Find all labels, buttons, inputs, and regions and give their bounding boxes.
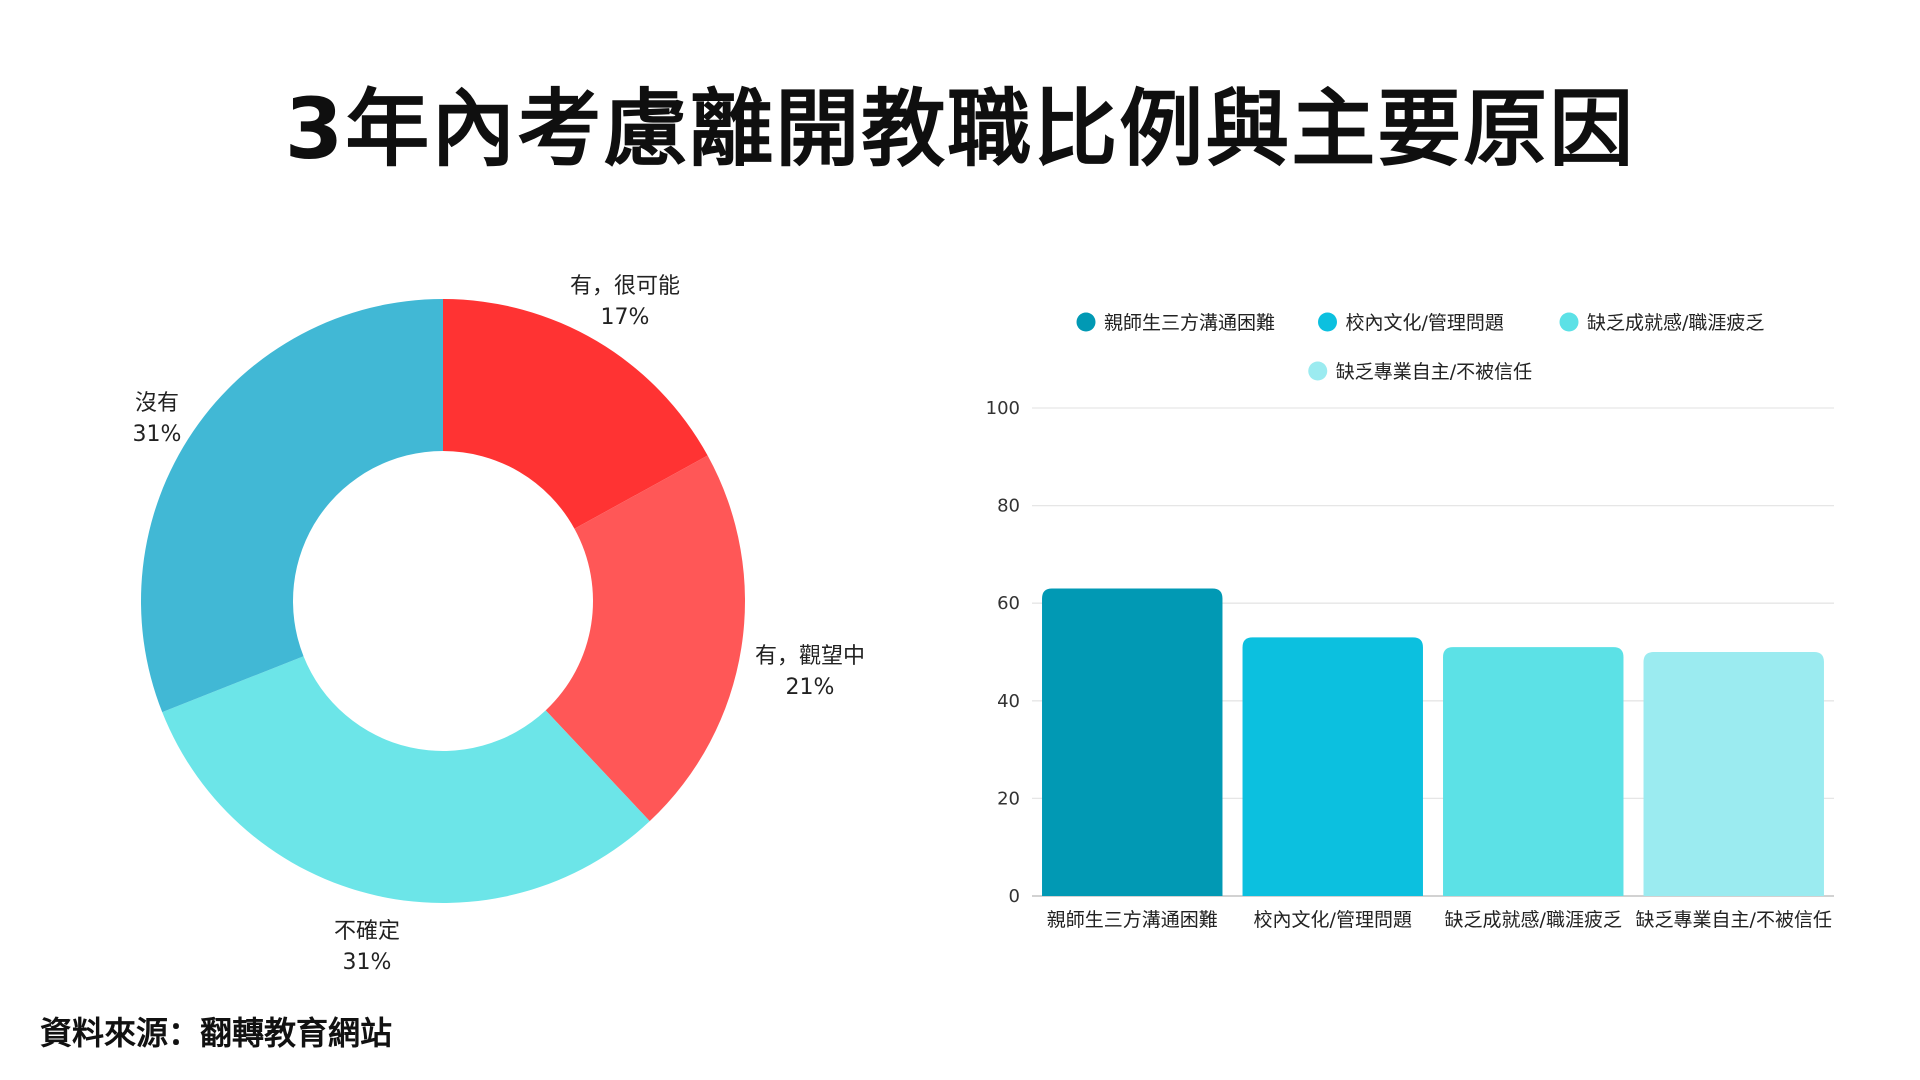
legend-label: 親師生三方溝通困難 xyxy=(1104,312,1275,334)
bar xyxy=(1242,637,1423,896)
donut-slice xyxy=(545,455,745,822)
bar xyxy=(1042,588,1223,896)
slice-value-label: 31% xyxy=(133,422,182,447)
slice-label: 沒有 xyxy=(135,391,179,416)
x-category-label: 校內文化/管理問題 xyxy=(1254,909,1412,931)
donut-chart: 有，很可能 17% 有，觀望中 21% 不確定 31% 沒有 31% xyxy=(133,274,865,975)
donut-slice xyxy=(443,299,708,529)
legend-swatch xyxy=(1318,312,1337,332)
slice-label: 有，很可能 xyxy=(570,274,680,299)
y-tick-label: 80 xyxy=(997,496,1020,517)
y-tick-label: 100 xyxy=(986,398,1020,419)
legend-label: 缺乏專業自主/不被信任 xyxy=(1336,361,1532,383)
x-category-label: 親師生三方溝通困難 xyxy=(1047,909,1218,931)
slice-label: 不確定 xyxy=(334,919,400,944)
slice-label: 有，觀望中 xyxy=(755,644,865,669)
bar xyxy=(1643,652,1824,896)
y-tick-label: 40 xyxy=(997,691,1020,712)
bar xyxy=(1443,647,1624,896)
y-tick-label: 20 xyxy=(997,788,1020,809)
legend-label: 缺乏成就感/職涯疲乏 xyxy=(1587,312,1764,334)
donut-slice xyxy=(140,299,444,713)
slice-value-label: 21% xyxy=(786,675,835,700)
y-tick-label: 0 xyxy=(1009,886,1020,907)
slice-value-label: 31% xyxy=(343,950,392,975)
y-tick-label: 60 xyxy=(997,593,1020,614)
legend-label: 校內文化/管理問題 xyxy=(1346,312,1504,334)
legend-swatch xyxy=(1559,312,1579,332)
slice-value-label: 17% xyxy=(601,305,650,330)
legend-swatch xyxy=(1076,312,1096,332)
source-note: 資料來源：翻轉教育網站 xyxy=(40,1014,393,1052)
donut-slice xyxy=(162,656,650,903)
x-category-label: 缺乏成就感/職涯疲乏 xyxy=(1445,909,1622,931)
legend-swatch xyxy=(1308,361,1328,381)
x-category-label: 缺乏專業自主/不被信任 xyxy=(1636,909,1832,931)
page-title: 3年內考慮離開教職比例與主要原因 xyxy=(284,80,1636,178)
